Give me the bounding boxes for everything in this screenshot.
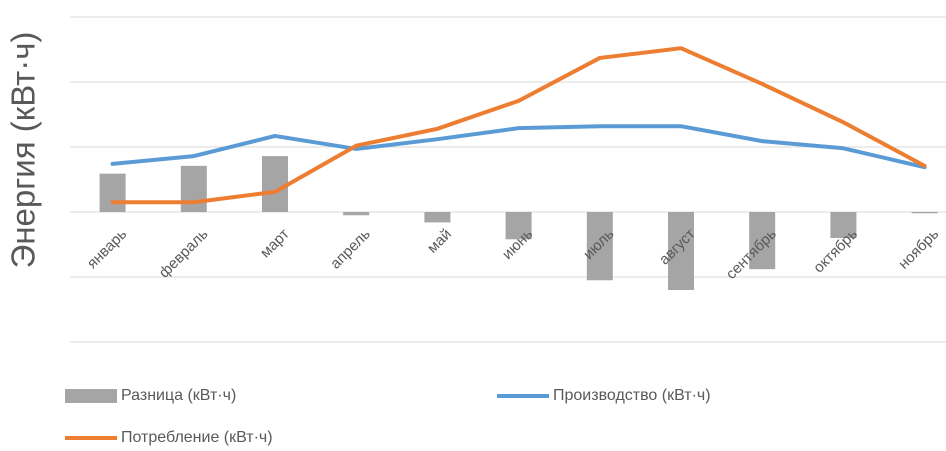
line-series bbox=[110, 46, 927, 205]
bar bbox=[586, 212, 613, 281]
bar bbox=[749, 212, 776, 270]
legend-label: Потребление (кВт·ч) bbox=[121, 429, 273, 446]
line-series bbox=[110, 124, 927, 170]
bar bbox=[911, 212, 938, 214]
bar bbox=[668, 212, 694, 290]
y-axis-title: Энергия (кВт·ч) bbox=[5, 32, 42, 269]
x-tick-label: март bbox=[257, 226, 293, 262]
bar bbox=[424, 212, 451, 223]
bar bbox=[262, 156, 288, 212]
bar bbox=[505, 212, 532, 240]
bar bbox=[99, 173, 126, 212]
x-tick-label: ноябрь bbox=[895, 225, 942, 272]
bar bbox=[180, 165, 207, 212]
bar bbox=[830, 212, 857, 238]
bar bbox=[343, 212, 370, 216]
x-tick-label: февраль bbox=[156, 225, 212, 281]
legend-label: Производство (кВт·ч) bbox=[553, 387, 711, 404]
x-tick-label: май bbox=[424, 226, 455, 257]
x-tick-label: январь bbox=[84, 225, 131, 272]
legend-swatch bbox=[65, 389, 117, 403]
x-tick-label: апрель bbox=[327, 225, 374, 272]
legend-label: Разница (кВт·ч) bbox=[121, 387, 236, 404]
